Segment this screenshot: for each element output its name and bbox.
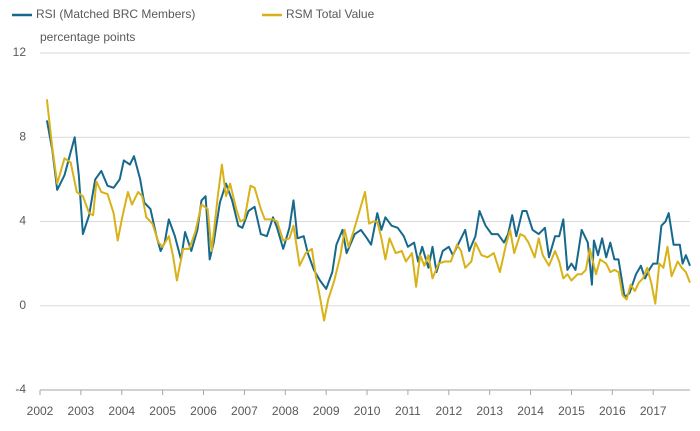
y-tick-label: 0 [19, 298, 26, 312]
x-tick-label: 2014 [517, 404, 544, 418]
series-line [45, 99, 691, 322]
x-tick-label: 2004 [108, 404, 135, 418]
x-tick-label: 2016 [599, 404, 626, 418]
x-tick-label: 2008 [272, 404, 299, 418]
y-tick-label: 8 [19, 129, 26, 143]
x-tick-label: 2003 [68, 404, 95, 418]
legend-label: RSI (Matched BRC Members) [36, 7, 195, 21]
x-tick-label: 2012 [435, 404, 462, 418]
x-tick-label: 2017 [640, 404, 667, 418]
x-tick-label: 2007 [231, 404, 258, 418]
x-tick-label: 2011 [395, 404, 421, 418]
x-tick-label: 2015 [558, 404, 585, 418]
x-tick-label: 2005 [149, 404, 176, 418]
x-tick-label: 2009 [313, 404, 340, 418]
x-tick-label: 2006 [190, 404, 217, 418]
y-tick-label: -4 [15, 382, 26, 396]
x-tick-label: 2010 [354, 404, 381, 418]
x-tick-label: 2013 [476, 404, 503, 418]
y-tick-label: 4 [19, 214, 26, 228]
y-tick-label: 12 [13, 45, 27, 59]
x-tick-label: 2002 [27, 404, 54, 418]
series-line [45, 120, 691, 299]
legend-label: RSM Total Value [286, 7, 375, 21]
y-axis-label: percentage points [40, 30, 135, 44]
